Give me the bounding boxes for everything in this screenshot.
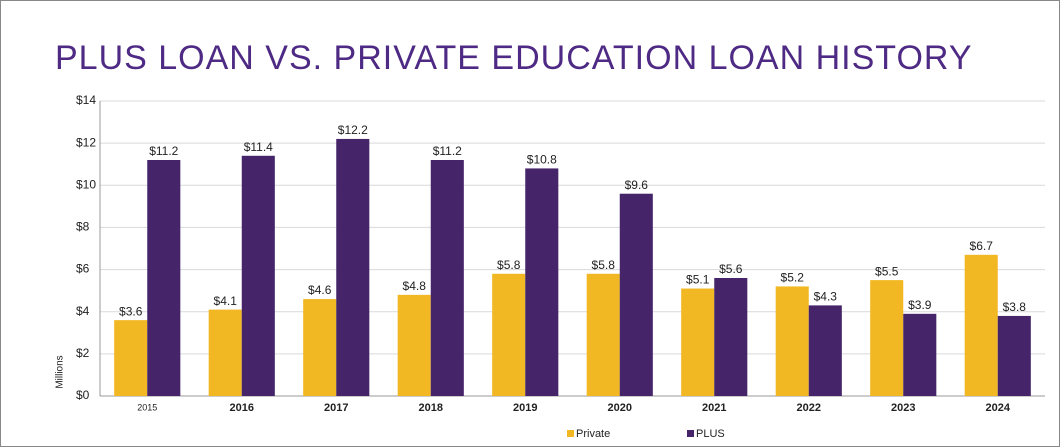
bar — [903, 313, 937, 396]
value-label: $9.6 — [625, 178, 649, 192]
bar — [397, 294, 431, 396]
x-tick-label: 2021 — [702, 402, 726, 414]
value-label: $4.3 — [814, 290, 838, 304]
legend-swatch — [687, 430, 694, 437]
value-label: $4.1 — [214, 294, 238, 308]
x-tick-label: 2015 — [137, 402, 157, 412]
x-tick-label: 2017 — [324, 402, 348, 414]
value-label: $5.6 — [719, 262, 743, 276]
y-tick-label: $0 — [76, 388, 90, 402]
bar — [586, 273, 620, 396]
bar — [430, 160, 464, 396]
bar — [775, 286, 809, 396]
bar — [964, 254, 998, 396]
bar — [714, 278, 748, 396]
bar — [525, 168, 559, 396]
value-label: $11.2 — [149, 144, 178, 158]
value-label: $5.5 — [875, 264, 899, 278]
bar — [114, 320, 148, 396]
value-label: $5.1 — [686, 273, 710, 287]
y-tick-label: $14 — [76, 93, 96, 107]
x-tick-label: 2020 — [608, 402, 632, 414]
y-tick-label: $10 — [76, 177, 96, 191]
y-axis-label: Millions — [55, 355, 66, 388]
bar — [870, 280, 904, 396]
bar — [681, 288, 715, 396]
y-tick-label: $12 — [76, 135, 96, 149]
bar — [997, 315, 1031, 396]
y-tick-label: $4 — [76, 304, 90, 318]
x-tick-label: 2024 — [986, 402, 1011, 414]
value-label: $5.2 — [781, 271, 805, 285]
legend-label: PLUS — [696, 428, 725, 440]
value-label: $5.8 — [592, 258, 616, 272]
x-tick-label: 2018 — [419, 402, 443, 414]
y-tick-label: $8 — [76, 220, 90, 234]
legend-swatch — [567, 430, 574, 437]
bar — [492, 273, 526, 396]
value-label: $3.8 — [1003, 300, 1027, 314]
value-label: $4.8 — [403, 279, 427, 293]
value-label: $11.4 — [244, 140, 273, 154]
bar — [336, 138, 370, 396]
x-tick-label: 2019 — [513, 402, 537, 414]
y-tick-label: $6 — [76, 262, 90, 276]
bar — [619, 193, 653, 396]
value-label: $5.8 — [497, 258, 521, 272]
legend-label: Private — [576, 428, 610, 440]
x-tick-label: 2023 — [891, 402, 915, 414]
value-label: $6.7 — [970, 239, 994, 253]
bar — [303, 299, 337, 396]
value-label: $4.6 — [308, 283, 332, 297]
bar — [808, 305, 842, 396]
bar — [208, 309, 242, 396]
bar — [147, 160, 181, 396]
value-label: $10.8 — [527, 153, 557, 167]
value-label: $11.2 — [433, 144, 462, 158]
value-label: $3.6 — [119, 304, 143, 318]
x-tick-label: 2022 — [797, 402, 821, 414]
bar — [241, 155, 275, 396]
y-tick-label: $2 — [76, 346, 90, 360]
x-tick-label: 2016 — [230, 402, 254, 414]
chart-title: PLUS LOAN VS. PRIVATE EDUCATION LOAN HIS… — [55, 39, 973, 77]
value-label: $3.9 — [908, 298, 932, 312]
value-label: $12.2 — [338, 123, 368, 137]
